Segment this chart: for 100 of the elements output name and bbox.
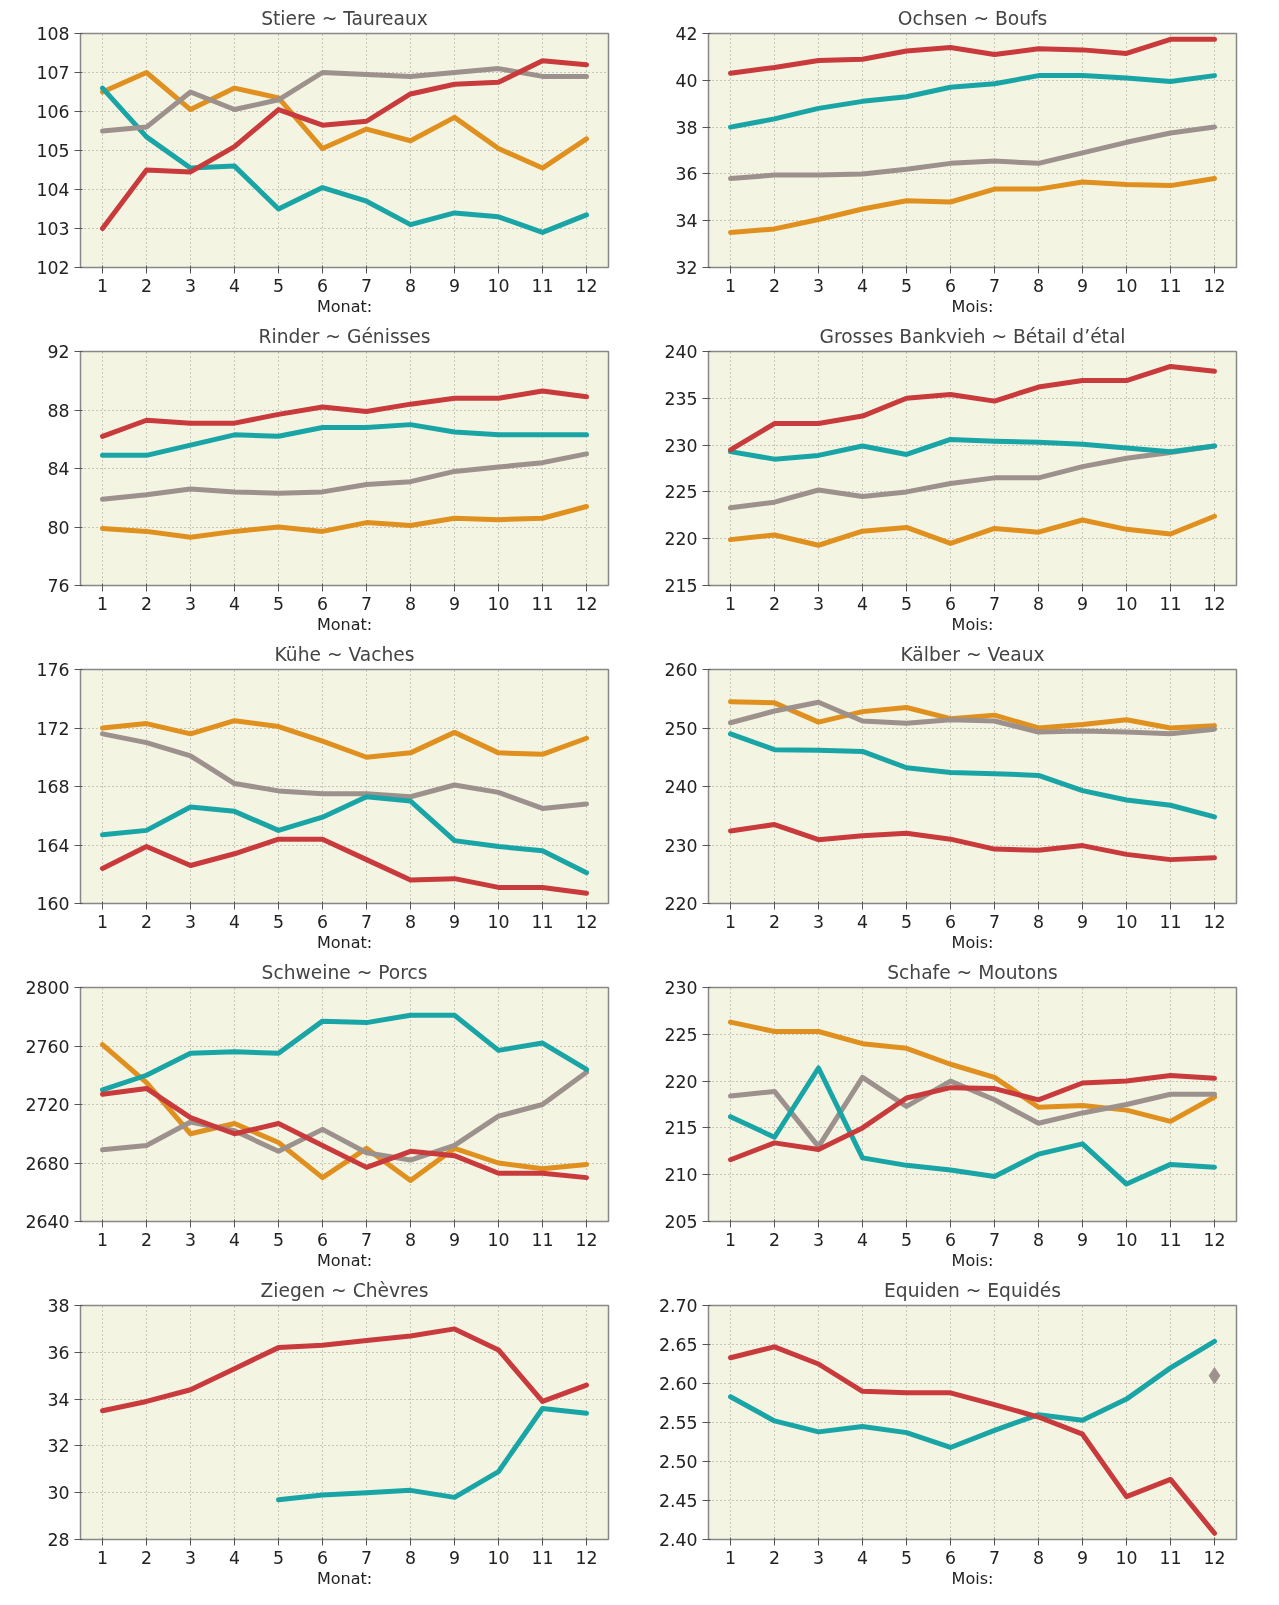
y-tick-label: 32 bbox=[47, 1436, 70, 1457]
y-tick-label: 2.70 bbox=[658, 1296, 698, 1316]
x-tick-label: 9 bbox=[448, 911, 461, 932]
x-tick-label: 9 bbox=[448, 593, 461, 614]
y-tick-label: 164 bbox=[36, 835, 70, 856]
x-tick-label: 9 bbox=[448, 275, 461, 296]
x-tick-label: 10 bbox=[1115, 1229, 1138, 1250]
x-tick-label: 6 bbox=[316, 1229, 329, 1250]
y-tick-label: 32 bbox=[675, 258, 698, 278]
x-tick-label: 5 bbox=[272, 1547, 285, 1568]
y-tick-label: 210 bbox=[664, 1165, 698, 1186]
y-tick-label: 34 bbox=[47, 1389, 70, 1410]
x-tick-label: 2 bbox=[768, 275, 781, 296]
x-tick-label: 12 bbox=[575, 593, 598, 614]
x-tick-label: 5 bbox=[272, 275, 285, 296]
y-tick-label: 108 bbox=[36, 24, 70, 44]
x-tick-label: 12 bbox=[1203, 1229, 1226, 1250]
y-tick-label: 205 bbox=[664, 1212, 698, 1232]
x-tick-label: 5 bbox=[900, 593, 913, 614]
x-tick-label: 4 bbox=[856, 593, 869, 614]
x-tick-label: 7 bbox=[360, 1547, 373, 1568]
chart-title: Equiden ~ Equidés bbox=[884, 1279, 1061, 1301]
x-tick-label: 11 bbox=[531, 1229, 554, 1250]
y-tick-label: 160 bbox=[36, 894, 70, 914]
y-tick-label: 107 bbox=[36, 63, 70, 83]
x-tick-label: 1 bbox=[96, 911, 109, 932]
x-tick-label: 12 bbox=[575, 911, 598, 932]
y-tick-label: 42 bbox=[675, 24, 698, 44]
x-axis-title: Monat: bbox=[316, 1568, 373, 1588]
chart-title: Schafe ~ Moutons bbox=[887, 961, 1058, 983]
x-tick-label: 4 bbox=[228, 1547, 241, 1568]
x-tick-label: 4 bbox=[856, 275, 869, 296]
x-tick-label: 3 bbox=[812, 593, 825, 614]
x-tick-label: 10 bbox=[487, 275, 510, 296]
y-tick-label: 2680 bbox=[25, 1153, 70, 1174]
x-tick-label: 10 bbox=[487, 1229, 510, 1250]
x-tick-label: 10 bbox=[1115, 911, 1138, 932]
chart-title: Stiere ~ Taureaux bbox=[261, 7, 428, 29]
x-tick-label: 12 bbox=[575, 275, 598, 296]
y-tick-label: 84 bbox=[47, 459, 70, 479]
y-tick-label: 230 bbox=[664, 435, 698, 456]
x-tick-label: 9 bbox=[1076, 275, 1089, 296]
y-tick-label: 230 bbox=[664, 978, 698, 998]
x-tick-label: 7 bbox=[988, 275, 1001, 296]
chart-title: Kälber ~ Veaux bbox=[900, 643, 1045, 665]
x-tick-label: 9 bbox=[1076, 1229, 1089, 1250]
x-tick-label: 3 bbox=[184, 593, 197, 614]
x-tick-label: 8 bbox=[1032, 1229, 1045, 1250]
x-tick-label: 12 bbox=[1203, 1547, 1226, 1568]
y-tick-label: 28 bbox=[47, 1530, 70, 1550]
y-tick-label: 2.45 bbox=[658, 1491, 698, 1511]
x-tick-label: 11 bbox=[1159, 275, 1182, 296]
x-tick-label: 11 bbox=[531, 911, 554, 932]
y-tick-label: 106 bbox=[36, 102, 70, 122]
y-tick-label: 2.50 bbox=[658, 1452, 698, 1472]
y-tick-label: 2.40 bbox=[658, 1530, 698, 1550]
x-tick-label: 7 bbox=[988, 593, 1001, 614]
y-tick-label: 230 bbox=[664, 835, 698, 856]
x-tick-label: 5 bbox=[900, 1229, 913, 1250]
x-axis-title: Monat: bbox=[316, 1250, 373, 1270]
y-tick-label: 176 bbox=[36, 660, 70, 680]
x-tick-label: 10 bbox=[487, 1547, 510, 1568]
x-tick-label: 4 bbox=[228, 275, 241, 296]
x-tick-label: 9 bbox=[1076, 911, 1089, 932]
y-tick-label: 92 bbox=[47, 342, 70, 362]
x-tick-label: 9 bbox=[1076, 593, 1089, 614]
x-tick-label: 2 bbox=[140, 275, 153, 296]
x-tick-label: 10 bbox=[1115, 593, 1138, 614]
x-tick-label: 11 bbox=[531, 593, 554, 614]
x-tick-label: 2 bbox=[768, 1229, 781, 1250]
y-tick-label: 2.60 bbox=[658, 1374, 698, 1394]
y-tick-label: 76 bbox=[47, 576, 70, 596]
y-tick-label: 88 bbox=[47, 400, 70, 421]
x-tick-label: 1 bbox=[96, 593, 109, 614]
x-tick-label: 3 bbox=[812, 1547, 825, 1568]
x-tick-label: 4 bbox=[856, 911, 869, 932]
x-tick-label: 11 bbox=[1159, 593, 1182, 614]
x-tick-label: 12 bbox=[575, 1547, 598, 1568]
x-tick-label: 4 bbox=[856, 1547, 869, 1568]
x-tick-label: 10 bbox=[487, 593, 510, 614]
chart-title: Schweine ~ Porcs bbox=[261, 961, 428, 983]
x-tick-label: 4 bbox=[228, 911, 241, 932]
x-tick-label: 1 bbox=[96, 1229, 109, 1250]
x-tick-label: 6 bbox=[316, 275, 329, 296]
y-tick-label: 36 bbox=[47, 1342, 70, 1363]
chart-title: Rinder ~ Génisses bbox=[258, 325, 431, 347]
x-tick-label: 5 bbox=[272, 911, 285, 932]
x-tick-label: 6 bbox=[944, 911, 957, 932]
x-tick-label: 1 bbox=[724, 911, 737, 932]
x-tick-label: 3 bbox=[184, 275, 197, 296]
chart-title: Grosses Bankvieh ~ Bétail d’étal bbox=[819, 325, 1126, 347]
y-tick-label: 40 bbox=[675, 70, 698, 91]
y-tick-label: 2760 bbox=[25, 1036, 70, 1057]
x-tick-label: 7 bbox=[360, 275, 373, 296]
x-tick-label: 10 bbox=[1115, 275, 1138, 296]
y-tick-label: 36 bbox=[675, 164, 698, 185]
x-axis-title: Monat: bbox=[316, 614, 373, 634]
y-tick-label: 168 bbox=[36, 777, 70, 797]
x-tick-label: 8 bbox=[404, 911, 417, 932]
y-tick-label: 225 bbox=[664, 1024, 698, 1045]
